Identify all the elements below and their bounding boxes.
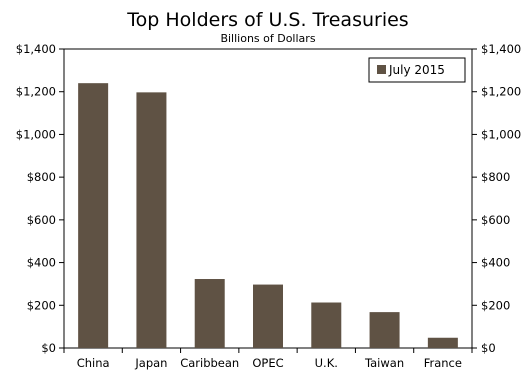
bar-opec [253, 284, 283, 348]
bar-japan [136, 92, 167, 348]
x-tick-label: Taiwan [364, 356, 404, 370]
legend-label: July 2015 [388, 63, 445, 77]
chart-title: Top Holders of U.S. Treasuries [126, 9, 408, 31]
y-tick-label-left: $800 [27, 170, 56, 184]
y-tick-label-right: $1,000 [481, 127, 521, 141]
y-tick-label-right: $200 [481, 298, 510, 312]
y-tick-label-left: $1,200 [16, 85, 56, 99]
bar-caribbean [194, 279, 225, 348]
right-y-axis: $0 $200 $400 $600 $800 $1,000 $1,200 $1,400 [472, 42, 521, 355]
y-tick-label-right: $400 [481, 256, 510, 270]
x-tick-label: China [77, 356, 110, 370]
x-tick-label: U.K. [315, 356, 338, 370]
y-tick-label-left: $200 [27, 298, 56, 312]
legend-swatch [377, 65, 386, 74]
y-tick-label-left: $600 [27, 213, 56, 227]
bar-u-k [311, 302, 342, 348]
x-tick-label: Japan [134, 356, 167, 370]
y-tick-label-left: $400 [27, 256, 56, 270]
bar-taiwan [369, 312, 400, 348]
x-tick-label: OPEC [252, 356, 283, 370]
x-tick-label: France [424, 356, 462, 370]
y-tick-label-right: $600 [481, 213, 510, 227]
y-tick-label-left: $1,400 [16, 42, 56, 56]
left-y-axis: $0 $200 $400 $600 $800 $1,000 $1,200 $1,400 [16, 42, 64, 355]
y-tick-label-left: $1,000 [16, 127, 56, 141]
x-axis: China Japan Caribbean OPEC U.K. Taiwan France [63, 348, 473, 370]
y-tick-label-right: $1,200 [481, 85, 521, 99]
y-tick-label-right: $0 [481, 341, 496, 355]
bar-china [78, 83, 109, 349]
bars-group [78, 83, 458, 349]
y-tick-label-right: $800 [481, 170, 510, 184]
x-tick-label: Caribbean [180, 356, 239, 370]
legend: July 2015 [368, 57, 466, 83]
bar-france [427, 337, 458, 348]
y-tick-label-right: $1,400 [481, 42, 521, 56]
y-tick-label-left: $0 [41, 341, 56, 355]
chart-subtitle: Billions of Dollars [220, 32, 315, 45]
